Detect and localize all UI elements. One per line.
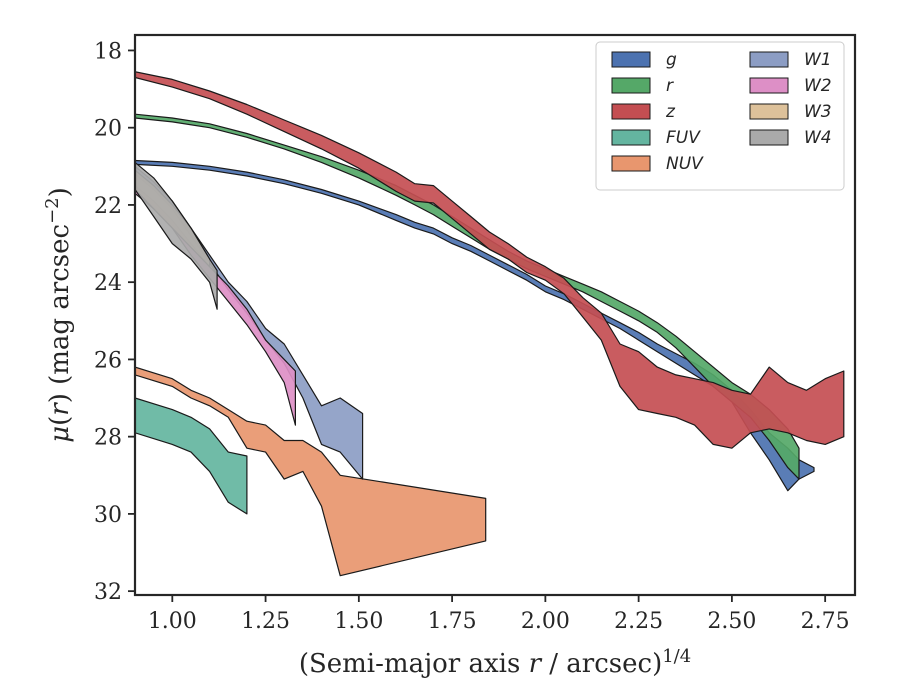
legend-label-w1: W1	[804, 50, 832, 70]
band-fuv	[135, 397, 248, 515]
legend-swatch-w1	[749, 51, 789, 68]
band-z	[135, 71, 845, 449]
legend-swatch-w2	[749, 77, 789, 94]
series-bands	[135, 71, 845, 577]
band-w4	[135, 161, 218, 310]
y-tick-label: 24	[94, 271, 122, 296]
legend-label-w2: W2	[804, 76, 832, 96]
x-tick-label: 1.50	[334, 609, 383, 634]
x-tick-label: 1.00	[148, 609, 197, 634]
legend-label-fuv: FUV	[666, 128, 701, 148]
legend-swatch-r	[611, 77, 651, 94]
plot-frame	[133, 33, 857, 597]
band-g	[135, 159, 815, 492]
x-tick-label: 2.25	[614, 609, 663, 634]
legend-label-r: r	[666, 76, 674, 96]
x-tick-label: 1.75	[428, 609, 477, 634]
legend-swatch-g	[611, 51, 651, 68]
x-tick-label: 2.75	[801, 609, 850, 634]
y-tick-label: 26	[94, 348, 122, 373]
y-tick-label: 28	[94, 426, 122, 451]
y-tick-label: 18	[94, 39, 122, 64]
legend-label-z: z	[665, 102, 676, 122]
band-nuv	[135, 366, 487, 577]
y-tick-label: 30	[94, 503, 122, 528]
x-tick-label: 1.25	[241, 609, 290, 634]
legend-label-w3: W3	[804, 102, 832, 122]
y-tick-label: 32	[94, 580, 122, 605]
legend-swatch-fuv	[611, 129, 651, 146]
x-tick-label: 2.50	[707, 609, 756, 634]
y-axis-title: μ(r) (mag arcsec−2)	[42, 187, 76, 443]
legend-swatch-w3	[749, 103, 789, 120]
legend-label-nuv: NUV	[666, 154, 704, 174]
x-axis-ticks: 1.00 1.25 1.50 1.75 2.00 2.25 2.50 2.75	[148, 595, 850, 634]
legend-label-g: g	[666, 50, 677, 70]
y-tick-label: 22	[94, 194, 122, 219]
legend-label-w4: W4	[804, 128, 832, 148]
x-tick-label: 2.00	[521, 609, 570, 634]
legend: grz FUV NUV W1 W2 W3 W4	[595, 41, 845, 191]
legend-swatch-z	[611, 103, 651, 120]
x-axis-title: (Semi-major axis r / arcsec)1/4	[299, 646, 691, 680]
y-tick-label: 20	[94, 117, 122, 142]
legend-swatch-nuv	[611, 155, 651, 172]
legend-swatch-w4	[749, 129, 789, 146]
y-axis-ticks: 18 20 22 24 26 28 30 32	[94, 39, 135, 605]
